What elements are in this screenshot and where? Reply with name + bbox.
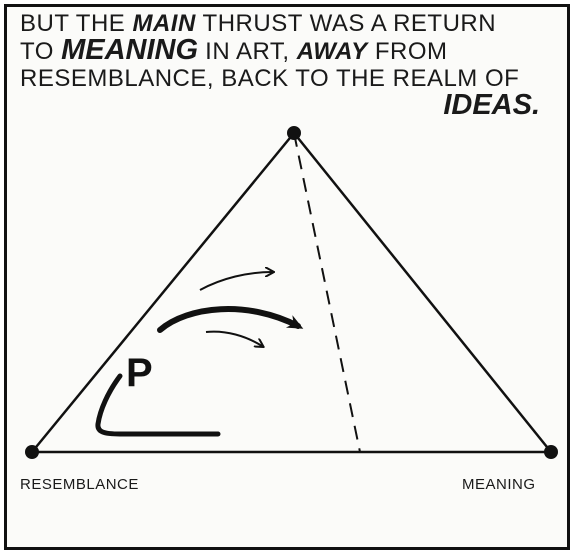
caption-emphasis-ideas: IDEAS. — [443, 89, 540, 121]
left-vertex-dot — [25, 445, 39, 459]
caption-emphasis-meaning: MEANING — [61, 34, 199, 66]
caption-text-part: THRUST WAS A RETURN — [195, 10, 497, 37]
caption-text-part: BUT THE — [20, 10, 133, 37]
caption-line-2: TO MEANING IN ART, AWAY FROM — [20, 34, 540, 66]
resemblance-label: RESEMBLANCE — [20, 476, 139, 493]
comic-panel — [4, 4, 570, 550]
caption-text-part: TO — [20, 38, 62, 65]
caption-emphasis-away: AWAY — [296, 38, 368, 65]
caption-text: BUT THE MAIN THRUST WAS A RETURN TO MEAN… — [20, 10, 540, 121]
point-p-label: P — [126, 351, 153, 395]
bracket-line — [95, 373, 221, 437]
caption-text-part: IN ART, — [198, 38, 297, 65]
lower-arrow — [205, 330, 262, 346]
caption-text-part: FROM — [367, 38, 448, 65]
main-arrow — [157, 306, 304, 333]
triangle-right-side — [293, 132, 552, 453]
caption-line-3: RESEMBLANCE, BACK TO THE REALM OF — [20, 65, 520, 92]
caption-line-1: BUT THE MAIN THRUST WAS A RETURN — [20, 10, 540, 37]
meaning-label: MEANING — [462, 476, 536, 493]
triangle-left-side — [31, 132, 295, 453]
caption-emphasis-main: MAIN — [132, 10, 196, 37]
dashed-line — [293, 132, 361, 453]
upper-arrow — [199, 272, 272, 291]
top-vertex-dot — [287, 126, 301, 140]
right-vertex-dot — [544, 445, 558, 459]
